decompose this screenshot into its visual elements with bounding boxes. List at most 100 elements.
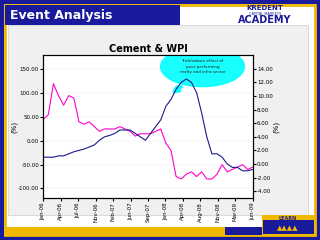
CEMENT [148, 132, 152, 135]
CEMENT [154, 130, 157, 133]
CEMENT [169, 149, 173, 152]
Bar [8, 25, 308, 215]
WPI [179, 81, 183, 84]
CEMENT [118, 125, 122, 128]
CEMENT [144, 132, 148, 135]
CEMENT [189, 170, 193, 173]
WPI [46, 156, 50, 159]
WPI [169, 98, 173, 101]
WPI [195, 91, 198, 94]
Bar [225, 227, 315, 235]
Text: Event Analysis: Event Analysis [10, 8, 112, 22]
CEMENT [220, 163, 224, 166]
CEMENT [77, 120, 81, 123]
WPI [220, 156, 224, 159]
Text: Trickledown effect of
poor performing
realty and infra sector: Trickledown effect of poor performing re… [180, 60, 225, 74]
Title: Cement & WPI: Cement & WPI [108, 44, 188, 54]
CEMENT [41, 118, 45, 121]
WPI [87, 145, 91, 148]
Text: LEARN: LEARN [279, 216, 297, 221]
WPI [57, 154, 60, 157]
WPI [174, 88, 178, 91]
WPI [154, 125, 157, 128]
WPI [113, 132, 117, 135]
WPI [159, 118, 163, 121]
WPI [189, 81, 193, 84]
CEMENT [103, 127, 107, 130]
CEMENT [87, 120, 91, 123]
WPI [139, 135, 142, 138]
CEMENT [62, 104, 66, 107]
Text: KREDENT: KREDENT [247, 5, 284, 11]
CEMENT [205, 178, 209, 180]
CEMENT [230, 168, 234, 171]
CEMENT [92, 125, 96, 128]
CEMENT [108, 127, 112, 130]
WPI [118, 129, 122, 132]
CEMENT [236, 166, 239, 168]
WPI [246, 169, 250, 172]
Text: CAPITAL MARKETS: CAPITAL MARKETS [249, 12, 281, 16]
CEMENT [184, 173, 188, 176]
WPI [72, 150, 76, 153]
CEMENT [174, 175, 178, 178]
Y-axis label: (%): (%) [273, 120, 279, 133]
WPI [108, 134, 112, 137]
WPI [251, 168, 255, 171]
Ellipse shape [161, 47, 244, 87]
CEMENT [246, 168, 250, 171]
CEMENT [210, 178, 214, 180]
CEMENT [128, 130, 132, 133]
WPI [241, 169, 244, 172]
CEMENT [241, 163, 244, 166]
CEMENT [251, 166, 255, 168]
WPI [52, 156, 55, 159]
CEMENT [52, 82, 55, 85]
Bar [5, 5, 180, 25]
WPI [77, 149, 81, 152]
CEMENT [195, 175, 198, 178]
WPI [210, 152, 214, 155]
WPI [236, 166, 239, 169]
CEMENT [72, 96, 76, 99]
Line: CEMENT: CEMENT [43, 84, 253, 179]
WPI [230, 166, 234, 169]
WPI [41, 156, 45, 159]
CEMENT [200, 170, 204, 173]
CEMENT [113, 127, 117, 130]
Bar [262, 215, 315, 235]
Bar [263, 220, 314, 234]
WPI [128, 129, 132, 132]
CEMENT [164, 142, 168, 145]
CEMENT [159, 127, 163, 130]
WPI [123, 129, 127, 132]
WPI [148, 132, 152, 135]
WPI [67, 152, 71, 155]
WPI [225, 162, 229, 165]
WPI [82, 148, 86, 150]
CEMENT [139, 132, 142, 135]
WPI [103, 135, 107, 138]
WPI [62, 154, 66, 157]
WPI [215, 152, 219, 155]
WPI [133, 132, 137, 135]
CEMENT [82, 123, 86, 126]
WPI [184, 78, 188, 80]
WPI [200, 112, 204, 114]
WPI [144, 139, 148, 142]
CEMENT [225, 170, 229, 173]
Text: ACADEMY: ACADEMY [238, 15, 292, 25]
CEMENT [98, 130, 101, 133]
WPI [98, 139, 101, 142]
Text: ▲▲▲▲: ▲▲▲▲ [277, 225, 299, 231]
WPI [205, 135, 209, 138]
CEMENT [57, 94, 60, 97]
CEMENT [133, 135, 137, 138]
CEMENT [123, 127, 127, 130]
CEMENT [215, 173, 219, 176]
CEMENT [46, 113, 50, 116]
WPI [92, 144, 96, 146]
CEMENT [67, 94, 71, 97]
WPI [164, 105, 168, 108]
Y-axis label: (%): (%) [11, 120, 18, 133]
